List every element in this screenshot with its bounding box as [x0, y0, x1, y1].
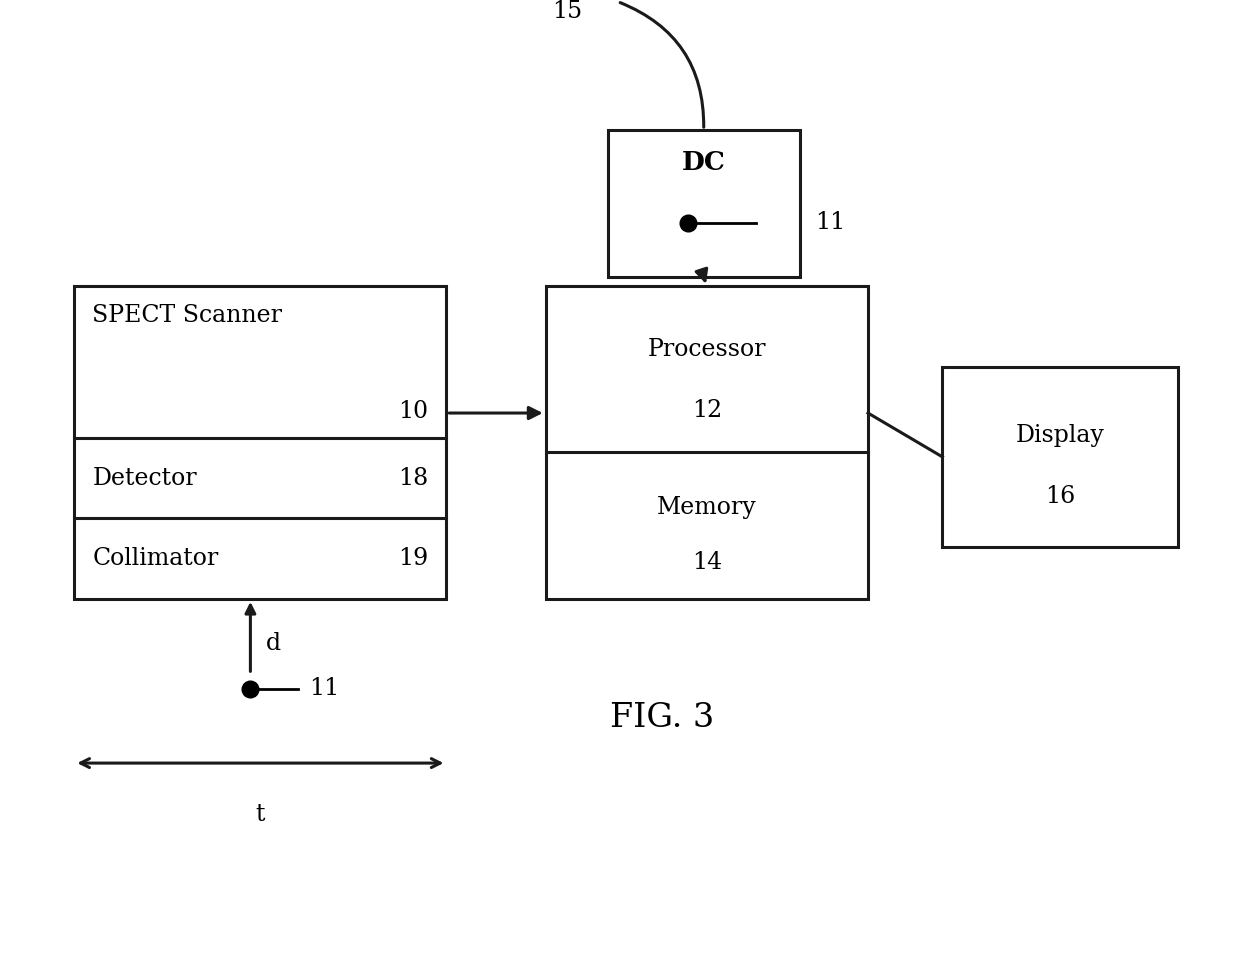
Text: 19: 19 [398, 548, 428, 571]
Text: 18: 18 [398, 467, 428, 490]
Text: Memory: Memory [657, 497, 756, 520]
Text: 15: 15 [553, 0, 583, 23]
Text: 16: 16 [1045, 485, 1075, 508]
Text: 14: 14 [692, 550, 722, 573]
Text: 11: 11 [815, 211, 844, 234]
Text: t: t [255, 803, 265, 826]
Text: Processor: Processor [647, 338, 766, 361]
Bar [546, 287, 868, 599]
Text: FIG. 3: FIG. 3 [610, 702, 714, 734]
Text: DC: DC [682, 150, 725, 175]
Text: Collimator: Collimator [93, 548, 218, 571]
Text: Display: Display [1016, 424, 1105, 447]
Bar [74, 287, 446, 599]
Text: 12: 12 [692, 399, 722, 422]
Text: Detector: Detector [93, 467, 197, 490]
Bar [942, 367, 1178, 547]
Text: SPECT Scanner: SPECT Scanner [93, 304, 283, 327]
Text: 10: 10 [398, 400, 428, 423]
Text: 11: 11 [310, 677, 340, 700]
Text: d: d [265, 633, 280, 656]
Bar [608, 130, 800, 277]
